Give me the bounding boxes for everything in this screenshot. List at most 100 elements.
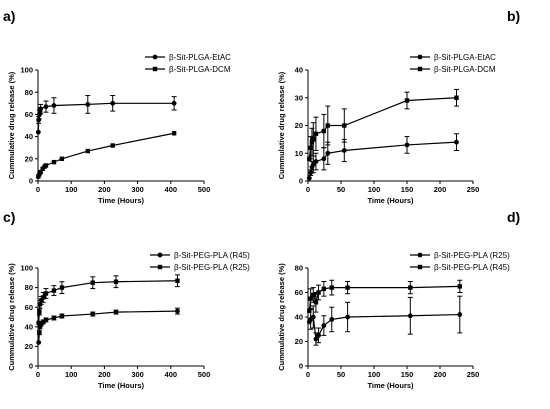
legend-entry: β-Sit-PEG-PLA (R25): [150, 263, 250, 272]
y-tick-label: 40: [25, 132, 33, 141]
data-point: [51, 288, 57, 293]
y-tick-label: 60: [25, 303, 33, 312]
data-point: [43, 317, 49, 323]
data-point: [43, 163, 49, 168]
x-tick-label: 150: [401, 370, 414, 379]
legend-label: β-Sit-PLGA-DCM: [434, 65, 496, 74]
x-tick-label: 100: [65, 185, 78, 194]
data-point: [37, 172, 42, 177]
data-point: [408, 285, 413, 290]
data-point: [308, 296, 313, 301]
legend-marker: [157, 252, 163, 258]
data-point: [85, 102, 91, 107]
y-tick-label: 80: [25, 283, 33, 292]
y-axis-label: Cummulative drug release (%): [277, 71, 286, 179]
series-line: [38, 310, 178, 343]
panel-label: c): [3, 209, 15, 225]
y-tick-label: 0: [29, 362, 33, 371]
y-tick-label: 40: [295, 66, 303, 75]
legend-entry: β-Sit-PLGA-EtAC: [145, 53, 231, 62]
data-point: [306, 175, 312, 181]
legend-entry: β-Sit-PEG-PLA (R25): [410, 251, 510, 260]
y-tick-label: 80: [295, 264, 303, 273]
legend-marker: [417, 54, 423, 60]
legend-label: β-Sit-PLGA-EtAC: [169, 53, 231, 62]
y-tick-label: 40: [25, 322, 33, 331]
data-point: [59, 285, 65, 290]
data-point: [316, 290, 321, 295]
x-tick-label: 100: [65, 370, 78, 379]
y-tick-label: 60: [295, 288, 303, 297]
x-tick-label: 150: [401, 185, 414, 194]
panel-label: b): [507, 8, 520, 24]
y-tick-label: 10: [295, 149, 303, 158]
y-tick-label: 30: [295, 93, 303, 102]
data-point: [454, 95, 459, 100]
data-point: [110, 100, 116, 106]
data-point: [175, 278, 180, 283]
data-point: [329, 285, 334, 290]
x-tick-label: 0: [306, 185, 310, 194]
x-tick-label: 400: [165, 185, 178, 194]
data-point: [454, 139, 459, 145]
legend-label: β-Sit-PEG-PLA (R25): [174, 263, 250, 272]
data-point: [407, 313, 413, 319]
data-point: [345, 314, 350, 320]
data-point: [36, 320, 41, 326]
x-tick-label: 200: [98, 185, 111, 194]
x-axis-label: Time (Hours): [98, 381, 145, 390]
y-tick-label: 40: [295, 313, 303, 322]
data-point: [113, 309, 119, 315]
data-point: [321, 156, 327, 162]
y-tick-label: 80: [25, 88, 33, 97]
x-tick-label: 200: [434, 185, 447, 194]
data-point: [171, 100, 177, 106]
series-1: [36, 307, 180, 345]
data-point: [113, 279, 119, 284]
x-tick-label: 300: [131, 185, 144, 194]
legend-label: β-Sit-PEG-PLA (R25): [434, 251, 510, 260]
chart-panel-1: a) 0 100 200 300 400 500 0 20 40 60 80 100 Time (Hour…: [3, 8, 231, 205]
data-point: [342, 123, 347, 128]
data-point: [325, 123, 330, 128]
data-point: [325, 150, 331, 156]
y-tick-label: 0: [299, 177, 303, 186]
data-point: [41, 295, 46, 300]
data-point: [329, 317, 335, 322]
data-point: [36, 174, 41, 179]
chart-panel-2: b) 0 50 100 150 200 250 0 10 20 30 40 Time (Hours) Cu…: [277, 8, 520, 205]
series-2: [36, 131, 177, 179]
data-point: [59, 313, 65, 319]
legend-label: β-Sit-PEG-PLA (R45): [174, 251, 250, 260]
x-axis-label: Time (Hours): [367, 381, 414, 390]
y-axis-label: Cummulative drug release (%): [7, 263, 16, 371]
data-point: [311, 137, 316, 142]
data-point: [457, 312, 463, 317]
data-point: [341, 148, 347, 153]
y-axis-label: Cummulative drug release (%): [7, 71, 16, 179]
data-point: [313, 131, 319, 137]
x-tick-label: 50: [337, 185, 345, 194]
series-line: [37, 102, 175, 133]
y-tick-label: 100: [20, 264, 33, 273]
legend-marker: [152, 66, 158, 72]
series-2: [36, 274, 180, 326]
legend-marker: [157, 264, 163, 270]
series-2: [307, 88, 459, 161]
x-axis-label: Time (Hours): [98, 196, 145, 205]
legend-marker: [417, 252, 423, 258]
x-tick-label: 200: [98, 370, 111, 379]
x-tick-label: 100: [368, 185, 381, 194]
legend-marker: [417, 264, 423, 270]
y-tick-label: 20: [25, 342, 33, 351]
data-point: [457, 284, 462, 289]
chart-panel-3: c) 0 100 200 300 400 500 0 20 40 60 80 100 Time (Hour…: [3, 209, 250, 390]
y-axis-label: Cummulative drug release (%): [277, 263, 286, 371]
x-tick-label: 0: [36, 370, 40, 379]
data-point: [36, 330, 42, 336]
data-point: [171, 131, 177, 136]
x-tick-label: 500: [198, 185, 211, 194]
data-point: [36, 340, 42, 345]
legend-marker: [417, 66, 423, 72]
